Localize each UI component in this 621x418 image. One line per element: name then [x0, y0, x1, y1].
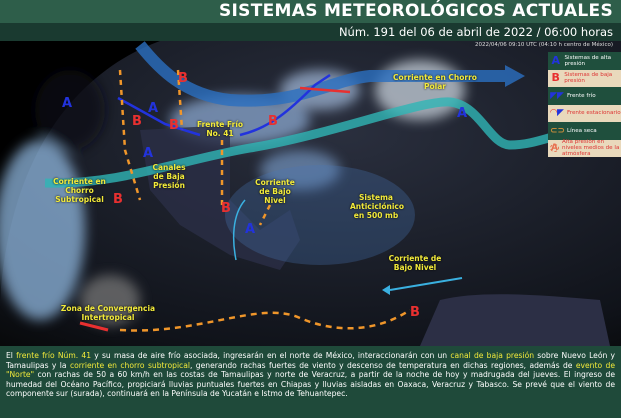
caribbean-land	[420, 294, 610, 346]
label-low-channels: Canales de Baja Presión	[152, 163, 186, 190]
label-low-level-current: Corriente de Bajo Nivel	[388, 254, 442, 272]
low-pressure-symbol: B	[169, 118, 179, 133]
mid-level-high-icon: A	[550, 143, 559, 154]
high-pressure-icon: A	[551, 53, 560, 67]
forecast-description: El frente frío Núm. 41 y su masa de aire…	[0, 346, 621, 418]
stationary-front-icon: ◠◤	[550, 108, 564, 119]
label-low-level-current: Corriente de Bajo Nivel	[255, 178, 295, 205]
label-anticyclone: Sistema Anticiclónico en 500 mb	[350, 193, 404, 220]
low-pressure-symbol: B	[221, 201, 231, 216]
high-pressure-symbol: A	[62, 96, 72, 111]
anticyclone-area	[225, 165, 415, 265]
low-pressure-symbol: B	[113, 192, 123, 207]
dry-line-icon: ⊂⊃	[550, 125, 566, 136]
subtropical-jet-stream	[44, 97, 601, 188]
high-pressure-symbol: A	[143, 146, 153, 161]
itcz-line	[79, 321, 109, 332]
low-pressure-icon: B	[551, 71, 560, 85]
legend-item-high: A Sistemas de alta presión	[548, 52, 621, 70]
low-level-arrowhead	[382, 285, 390, 295]
label-cold-front: Frente Frío No. 41	[196, 120, 244, 138]
satellite-map: A A A A A B B B B B B B	[0, 41, 621, 346]
legend-item-cold-front: ◤◤ Frente frío	[548, 87, 621, 105]
stationary-front-line	[299, 86, 351, 94]
legend-item-mid-level-high: A Alta presión en niveles medios de la at…	[548, 139, 621, 157]
legend-item-dry-line: ⊂⊃ Línea seca	[548, 122, 621, 140]
low-pressure-symbol: B	[132, 114, 142, 129]
high-pressure-symbol: A	[148, 101, 158, 116]
image-timestamp: 2022/04/06 09:10 UTC (04:10 h centro de …	[475, 42, 613, 48]
label-subtropical-jet: Corriente en Chorro Subtropical	[53, 177, 106, 204]
itcz-dashed	[119, 308, 411, 332]
low-level-current-1	[232, 199, 246, 261]
legend: A Sistemas de alta presión B Sistemas de b…	[548, 52, 621, 157]
polar-jet-stream	[135, 41, 505, 107]
cold-front-icon: ◤◤	[550, 90, 564, 101]
low-pressure-symbol: B	[268, 114, 278, 129]
low-pressure-symbol: B	[410, 305, 420, 320]
label-itcz: Zona de Convergencia Intertropical	[60, 304, 156, 322]
legend-item-low: B Sistemas de baja presión	[548, 69, 621, 87]
label-polar-jet: Corriente en Chorro Polar	[393, 73, 477, 91]
high-pressure-symbol: A	[245, 222, 255, 237]
dry-lines	[118, 69, 272, 226]
high-pressure-symbol: A	[457, 106, 467, 121]
bulletin-subtitle: Núm. 191 del 06 de abril de 2022 / 06:00…	[0, 23, 621, 41]
legend-item-stationary-front: ◠◤ Frente estacionario	[548, 104, 621, 122]
low-level-current-2	[389, 277, 463, 291]
polar-jet-arrowhead	[505, 65, 525, 87]
page-title: SISTEMAS METEOROLÓGICOS ACTUALES	[0, 0, 621, 23]
low-pressure-symbol: B	[178, 71, 188, 86]
cold-front-line	[117, 73, 331, 137]
